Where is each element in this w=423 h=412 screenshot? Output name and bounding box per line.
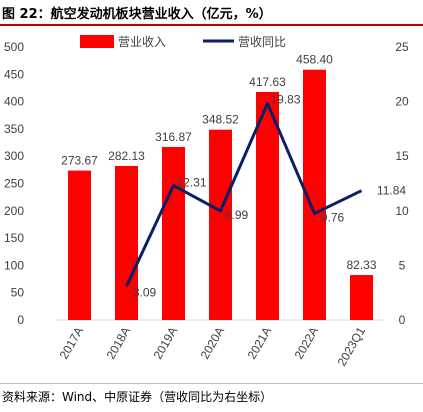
y-right-tick-label: 0 <box>399 313 406 327</box>
x-tick-label: 2023Q1 <box>335 324 369 368</box>
bar-revenue <box>303 69 326 321</box>
bar-revenue <box>68 170 91 320</box>
x-tick-label: 2021A <box>245 325 274 362</box>
y-left-tick-label: 300 <box>4 149 24 163</box>
bar-revenue <box>256 91 279 320</box>
y-left-tick-label: 100 <box>4 258 24 272</box>
y-right-tick-label: 5 <box>399 258 406 272</box>
line-data-label: 9.76 <box>321 210 345 224</box>
bar-data-label: 458.40 <box>296 53 333 67</box>
title-bar: 图 22：航空发动机板块营业收入（亿元，%） <box>0 0 423 26</box>
bar-data-label: 273.67 <box>61 154 98 168</box>
figure-title: 图 22：航空发动机板块营业收入（亿元，%） <box>2 7 272 22</box>
line-data-label: 19.83 <box>270 92 300 106</box>
line-yoy-growth <box>125 101 363 287</box>
combo-chart: 0 50 100 150 200 250 300 350 400 450 500 0 5 10 15 20 25… <box>4 35 409 368</box>
legend-label-yoy: 营收同比 <box>238 35 286 49</box>
line-data-label: 12.31 <box>176 176 206 190</box>
bar-data-label: 316.87 <box>155 130 192 144</box>
y-left-tick-label: 500 <box>4 40 24 54</box>
x-tick-label: 2019A <box>151 325 180 362</box>
y-right-tick-label: 20 <box>395 95 409 109</box>
x-tick-label: 2020A <box>198 325 227 362</box>
y-left-tick-label: 50 <box>11 286 25 300</box>
y-left-tick-label: 350 <box>4 122 24 136</box>
x-tick-label: 2018A <box>104 325 133 362</box>
footer-divider <box>0 383 423 384</box>
legend-label-revenue: 营业收入 <box>118 35 166 49</box>
y-left-tick-label: 150 <box>4 231 24 245</box>
y-right-tick-label: 25 <box>395 40 409 54</box>
line-data-label: 9.99 <box>225 208 249 222</box>
legend-swatch-revenue <box>80 35 114 48</box>
bar-revenue <box>162 146 185 320</box>
bar-data-label: 417.63 <box>249 75 286 89</box>
bar-data-label: 348.52 <box>202 113 239 127</box>
y-left-tick-label: 250 <box>4 177 24 191</box>
bar-data-label: 282.13 <box>108 149 145 163</box>
bar-revenue <box>350 275 373 320</box>
y-right-tick-label: 15 <box>395 149 409 163</box>
x-tick-label: 2017A <box>57 325 86 362</box>
bar-data-label: 82.33 <box>346 258 376 272</box>
line-data-label: 3.09 <box>133 285 157 299</box>
y-left-tick-label: 450 <box>4 67 24 81</box>
line-data-label: 11.84 <box>377 184 406 198</box>
source-note: 资料来源：Wind、中原证券（营收同比为右坐标） <box>2 390 273 404</box>
y-left-tick-label: 0 <box>17 313 24 327</box>
y-left-tick-label: 200 <box>4 204 24 218</box>
bar-revenue <box>209 129 232 320</box>
y-right-tick-label: 10 <box>395 204 409 218</box>
y-left-tick-label: 400 <box>4 95 24 109</box>
bar-revenue <box>115 165 138 320</box>
x-tick-label: 2022A <box>292 325 321 362</box>
